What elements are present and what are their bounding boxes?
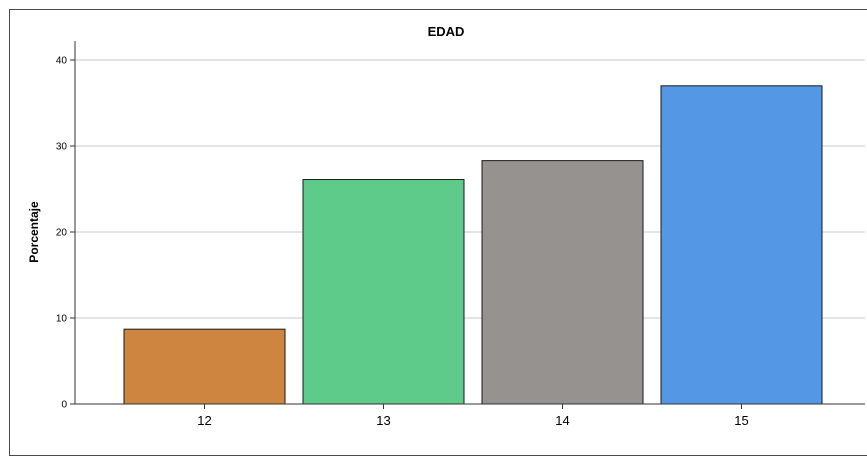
y-tick-label: 40 (56, 56, 68, 67)
y-tick-label: 0 (61, 400, 67, 411)
x-tick-label: 14 (555, 413, 569, 428)
x-tick-label: 12 (197, 413, 211, 428)
x-tick-label: 15 (734, 413, 748, 428)
axes (74, 41, 865, 405)
x-tick-labels: 12 13 14 15 (197, 404, 749, 428)
bar-15 (660, 85, 823, 405)
y-axis-label: Porcentaje (27, 201, 41, 263)
bar-13 (302, 179, 465, 405)
bars (123, 85, 823, 405)
y-tick-label: 20 (56, 228, 68, 239)
x-tick-label: 13 (376, 413, 390, 428)
bar-14 (481, 160, 644, 405)
y-tick-label: 10 (56, 314, 68, 325)
bar-12 (123, 328, 286, 405)
y-tick-labels: 0 10 20 30 40 (56, 56, 75, 411)
chart-title: EDAD (428, 24, 465, 39)
chart-frame (9, 9, 867, 456)
y-tick-label: 30 (56, 142, 68, 153)
